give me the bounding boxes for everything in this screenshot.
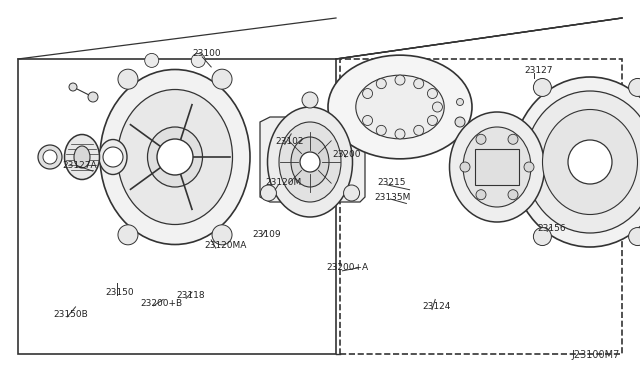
Bar <box>18 59 336 354</box>
Circle shape <box>476 190 486 200</box>
Ellipse shape <box>291 137 329 187</box>
Circle shape <box>533 228 552 246</box>
Circle shape <box>460 162 470 172</box>
Circle shape <box>433 102 442 112</box>
Text: 23156: 23156 <box>538 224 566 233</box>
Circle shape <box>395 129 405 139</box>
Text: 23118: 23118 <box>176 291 205 300</box>
Text: 23109: 23109 <box>253 230 282 239</box>
Circle shape <box>300 152 320 172</box>
Circle shape <box>508 134 518 144</box>
Text: 23127A: 23127A <box>63 161 97 170</box>
Ellipse shape <box>118 90 232 224</box>
Circle shape <box>508 190 518 200</box>
Circle shape <box>260 185 276 201</box>
Text: 23102: 23102 <box>275 137 304 146</box>
Circle shape <box>118 225 138 245</box>
Circle shape <box>88 92 98 102</box>
Bar <box>475 149 519 185</box>
Text: 23200+A: 23200+A <box>326 263 369 272</box>
Circle shape <box>395 75 405 85</box>
Circle shape <box>69 83 77 91</box>
Text: 23135M: 23135M <box>374 193 411 202</box>
Ellipse shape <box>74 146 90 168</box>
Circle shape <box>413 78 424 89</box>
Circle shape <box>456 99 463 106</box>
Circle shape <box>157 139 193 175</box>
Text: J23100M7: J23100M7 <box>572 350 620 360</box>
Ellipse shape <box>99 140 127 174</box>
Circle shape <box>568 140 612 184</box>
Text: 23150B: 23150B <box>53 310 88 319</box>
Circle shape <box>428 115 437 125</box>
Circle shape <box>302 92 318 108</box>
Ellipse shape <box>147 127 202 187</box>
Text: 23215: 23215 <box>378 178 406 187</box>
Circle shape <box>103 147 123 167</box>
Text: 23124: 23124 <box>422 302 451 311</box>
Ellipse shape <box>543 109 637 215</box>
Circle shape <box>38 145 62 169</box>
Text: 23150: 23150 <box>106 288 134 296</box>
Ellipse shape <box>356 75 444 139</box>
Circle shape <box>43 150 57 164</box>
Ellipse shape <box>65 135 99 180</box>
Text: 23200+B: 23200+B <box>141 299 183 308</box>
Ellipse shape <box>513 77 640 247</box>
Text: 23127: 23127 <box>525 66 554 75</box>
Circle shape <box>628 78 640 96</box>
Ellipse shape <box>268 107 353 217</box>
Circle shape <box>428 89 437 99</box>
Circle shape <box>524 162 534 172</box>
Ellipse shape <box>525 91 640 233</box>
Circle shape <box>212 225 232 245</box>
Circle shape <box>363 115 372 125</box>
Ellipse shape <box>328 55 472 159</box>
Circle shape <box>191 54 205 67</box>
Text: 23120M: 23120M <box>266 178 302 187</box>
Circle shape <box>363 89 372 99</box>
Ellipse shape <box>279 122 341 202</box>
Circle shape <box>376 125 387 135</box>
Circle shape <box>212 69 232 89</box>
Circle shape <box>476 134 486 144</box>
Circle shape <box>118 69 138 89</box>
Bar <box>340 59 622 354</box>
Text: 23200: 23200 <box>333 150 362 159</box>
Circle shape <box>628 228 640 246</box>
Ellipse shape <box>449 112 545 222</box>
Ellipse shape <box>463 127 531 207</box>
Circle shape <box>455 117 465 127</box>
Circle shape <box>376 78 387 89</box>
Circle shape <box>344 185 360 201</box>
Ellipse shape <box>100 70 250 244</box>
Text: 23100: 23100 <box>192 49 221 58</box>
Circle shape <box>145 54 159 67</box>
Circle shape <box>413 125 424 135</box>
Polygon shape <box>260 117 365 202</box>
Text: 23120MA: 23120MA <box>205 241 247 250</box>
Circle shape <box>533 78 552 96</box>
